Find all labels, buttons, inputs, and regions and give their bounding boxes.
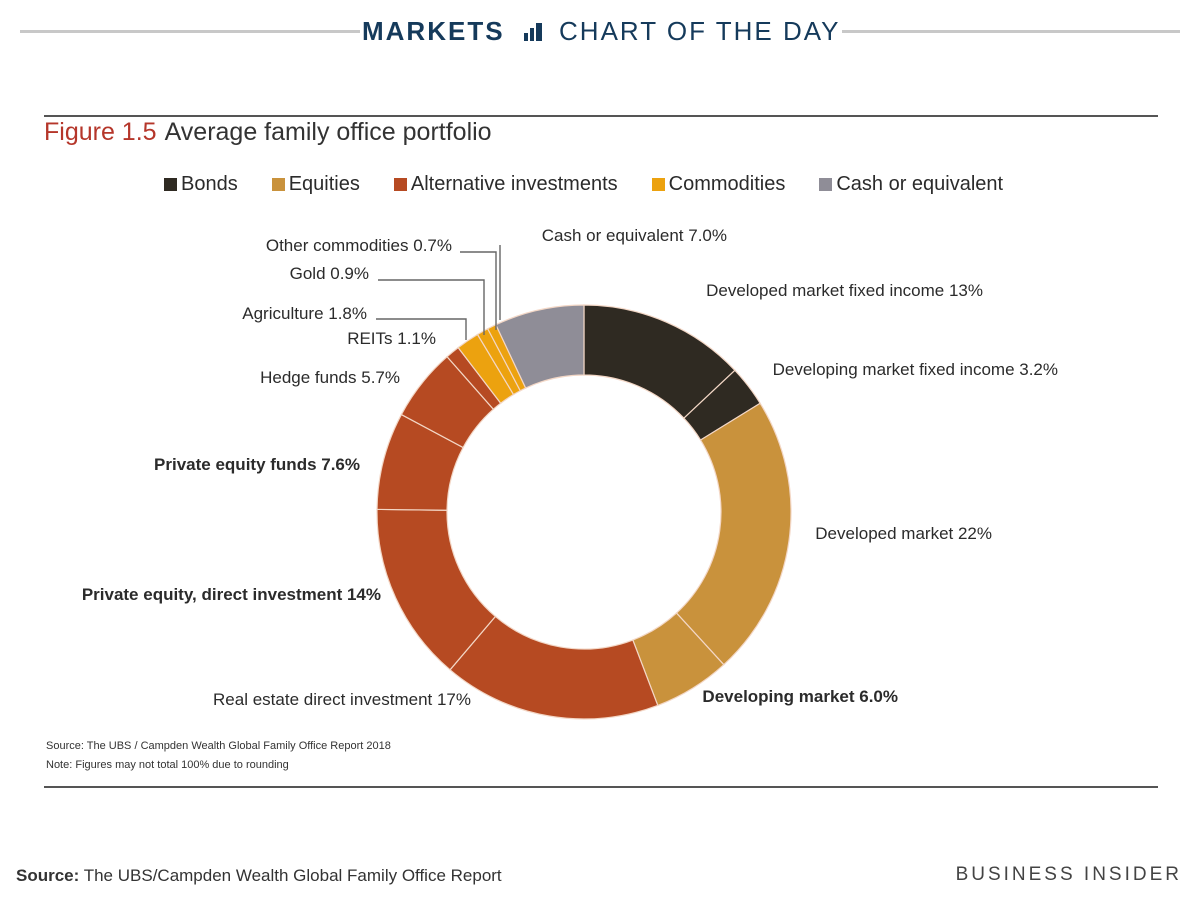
banner-rule-left <box>20 30 360 33</box>
footer-source-text: The UBS/Campden Wealth Global Family Off… <box>83 866 502 885</box>
legend-item: Bonds <box>164 173 238 196</box>
chart-legend: Bonds Equities Alternative investments Comm… <box>164 171 1037 197</box>
leader-line <box>378 279 485 335</box>
figure-number: Figure 1.5 <box>44 118 157 146</box>
slice-label: Private equity funds 7.6% <box>154 455 360 474</box>
bar-chart-icon <box>523 23 542 41</box>
slice-label: Real estate direct investment 17% <box>213 690 471 709</box>
slice-label: Other commodities 0.7% <box>266 236 452 255</box>
bottom-divider <box>44 786 1158 788</box>
slice-label: Agriculture 1.8% <box>242 304 367 323</box>
legend-label: Cash or equivalent <box>836 172 1004 195</box>
chart-banner: MARKETS CHART OF THE DAY <box>0 14 1200 48</box>
top-divider <box>44 115 1158 117</box>
slice-label: Developing market fixed income 3.2% <box>773 360 1058 379</box>
slice-label: Hedge funds 5.7% <box>260 368 400 387</box>
figure-name: Average family office portfolio <box>164 118 492 146</box>
legend-swatch <box>651 177 665 191</box>
legend-label: Alternative investments <box>410 172 618 195</box>
business-insider-logo: BUSINESS INSIDER <box>955 864 1182 885</box>
leader-line <box>376 318 467 340</box>
donut-slice <box>675 402 792 666</box>
legend-label: Equities <box>288 172 360 195</box>
legend-swatch <box>271 177 285 191</box>
slice-label: Developing market 6.0% <box>702 687 898 706</box>
leader-line <box>460 251 497 330</box>
legend-item: Alternative investments <box>393 172 618 196</box>
banner-subtitle: CHART OF THE DAY <box>559 16 841 46</box>
slice-label: Developed market 22% <box>815 524 992 543</box>
slice-label: REITs 1.1% <box>347 329 436 348</box>
banner-rule-right <box>842 30 1180 33</box>
donut-slice <box>495 304 585 389</box>
banner-brand: MARKETS <box>362 16 505 46</box>
legend-label: Bonds <box>181 172 238 195</box>
slice-label: Gold 0.9% <box>290 264 369 283</box>
footer-source-label: Source: <box>16 866 80 885</box>
chart-source-note: Source: The UBS / Campden Wealth Global … <box>46 740 391 752</box>
figure-title: Figure 1.5 Average family office portfoli… <box>44 118 492 147</box>
legend-swatch <box>819 177 833 191</box>
banner-title: MARKETS CHART OF THE DAY <box>362 14 838 48</box>
slice-label: Developed market fixed income 13% <box>706 281 983 300</box>
legend-item: Equities <box>271 172 360 196</box>
legend-label: Commodities <box>668 172 786 195</box>
legend-swatch <box>393 177 407 191</box>
footer-source: Source: The UBS/Campden Wealth Global Fa… <box>16 866 502 886</box>
slice-label: Private equity, direct investment 14% <box>82 585 381 604</box>
legend-swatch <box>164 177 177 191</box>
legend-item: Commodities <box>651 172 786 196</box>
slice-label: Cash or equivalent 7.0% <box>542 226 727 245</box>
legend-item: Cash or equivalent <box>819 173 1003 196</box>
chart-rounding-note: Note: Figures may not total 100% due to … <box>46 759 289 771</box>
